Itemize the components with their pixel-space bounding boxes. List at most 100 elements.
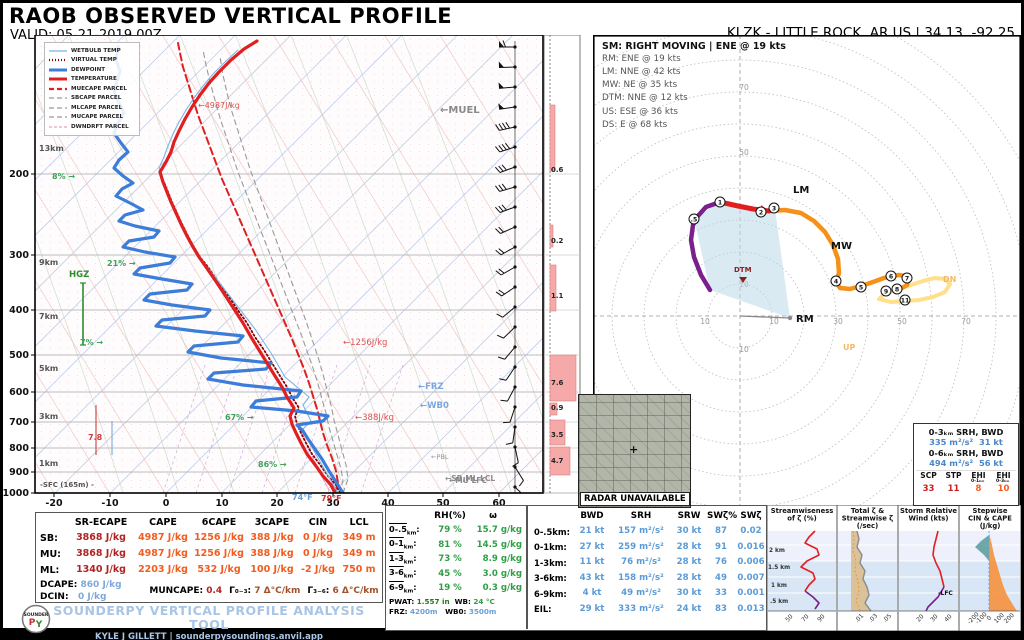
- svg-text:Wind (kts): Wind (kts): [909, 515, 949, 523]
- svg-text:UP: UP: [843, 343, 855, 352]
- svg-text:-LFC: -LFC: [938, 590, 953, 597]
- moisture-row: 0-.5km: 79 % 15.7 g/kg: [389, 523, 522, 537]
- svg-text:0: 0: [986, 614, 994, 622]
- table-divider: [526, 506, 528, 629]
- svg-text:10: 10: [215, 498, 229, 509]
- sounderpy-logo: SOUNDER P Y: [21, 604, 51, 634]
- dcin-row: DCIN: 0 J/kg: [40, 592, 107, 603]
- svg-text:←PBL: ←PBL: [431, 453, 449, 461]
- srh-0-6-values: 494 m²/s² 56 kt: [929, 458, 1003, 468]
- svg-text:30: 30: [326, 498, 340, 509]
- storm-motion-line: MW: NE @ 35 kts: [602, 80, 678, 91]
- skewt-legend: WETBULB TEMP VIRTUAL TEMP DEWPOINT TEMPERAT…: [44, 42, 140, 136]
- srh-0-3-values: 335 m²/s² 31 kt: [929, 437, 1003, 447]
- svg-text:Y: Y: [35, 620, 43, 630]
- svg-text:7.6: 7.6: [551, 379, 564, 387]
- svg-text:DN: DN: [943, 275, 956, 284]
- svg-text:4: 4: [834, 278, 839, 285]
- svg-text:40: 40: [943, 613, 953, 623]
- rh-header: RH(%): [434, 510, 466, 521]
- svg-text:74°F: 74°F: [292, 493, 313, 502]
- svg-text:←FRZ: ←FRZ: [418, 382, 444, 392]
- svg-text:8: 8: [895, 286, 899, 293]
- storm-motion-line: US: ESE @ 36 kts: [602, 106, 678, 117]
- shear-row: 6-9km: 4 kt 49 m²/s² 30 kt 33 0.001: [534, 588, 765, 599]
- svg-text:9: 9: [884, 288, 888, 295]
- svg-text:Streamwise ζ: Streamwise ζ: [842, 515, 893, 523]
- svg-text:79°F: 79°F: [321, 494, 342, 503]
- svg-text:5km: 5km: [39, 364, 58, 373]
- svg-text:8% →: 8% →: [52, 172, 75, 181]
- legend-item: DEWPOINT: [49, 66, 106, 73]
- thermo-rows: SB: 3868 J/kg 4987 J/kg 1256 J/kg 388 J/kg 0 …: [36, 530, 382, 578]
- svg-text:300: 300: [9, 250, 29, 261]
- svg-text:20: 20: [915, 613, 925, 623]
- svg-text:7.8: 7.8: [88, 433, 103, 442]
- svg-text:7km: 7km: [39, 312, 58, 321]
- svg-text:1.1: 1.1: [551, 292, 564, 300]
- thermo-row: MU: 3868 J/kg 4987 J/kg 1256 J/kg 388 J/kg 0 …: [40, 548, 376, 560]
- svg-text:SOUNDER: SOUNDER: [24, 612, 49, 618]
- footer-title: SOUNDERPY VERTICAL PROFILE ANALYSIS TOOL: [53, 603, 365, 632]
- svg-text:-20: -20: [45, 498, 63, 509]
- svg-text:0: 0: [163, 498, 170, 509]
- svg-text:.5: .5: [691, 216, 698, 223]
- shear-row: 0-1km: 27 kt 259 m²/s² 28 kt 91 0.016: [534, 541, 765, 553]
- svg-text:10: 10: [739, 345, 749, 354]
- svg-text:CIN & CAPE: CIN & CAPE: [968, 515, 1012, 523]
- svg-text:30: 30: [833, 317, 843, 326]
- thermodynamics-table: SR-ECAPE CAPE 6CAPE 3CAPE CIN LCL SB: 3868 J/k…: [35, 512, 383, 603]
- thermo-header-row: SR-ECAPE CAPE 6CAPE 3CAPE CIN LCL: [74, 517, 369, 528]
- moisture-table: RH(%) ω 0-.5km: 79 % 15.7 g/kg 0-1km: 81 %…: [386, 508, 526, 618]
- svg-text:DTM: DTM: [734, 266, 752, 274]
- moisture-row: 3-6km: 45 % 3.0 g/kg: [389, 567, 522, 581]
- svg-text:.5 km: .5 km: [770, 599, 788, 605]
- bottom-tables-box: RH(%) ω 0-.5km: 79 % 15.7 g/kg 0-1km: 81 %…: [385, 505, 767, 631]
- svg-text:400: 400: [9, 305, 29, 316]
- svg-text:9km: 9km: [39, 258, 58, 267]
- svg-text:70: 70: [800, 613, 810, 623]
- inset-panel-total: Total ζ &Streamwise ζ(/sec) .01.03.05: [837, 505, 898, 631]
- storm-motion-line: LM: NNE @ 42 kts: [602, 66, 681, 77]
- svg-text:11: 11: [901, 297, 910, 304]
- svg-text:Streamwiseness: Streamwiseness: [771, 507, 834, 515]
- svg-text:3.5: 3.5: [551, 431, 564, 439]
- shear-row: 1-3km: 11 kt 76 m²/s² 28 kt 76 0.006: [534, 557, 765, 568]
- srh-bwd-summary-box: 0-3ₖₘ SRH, BWD 335 m²/s² 31 kt 0-6ₖₘ SRH…: [913, 423, 1019, 506]
- svg-text:30: 30: [929, 613, 939, 623]
- storm-motion-line: DTM: NNE @ 12 kts: [602, 93, 688, 104]
- figure-canvas: RAOB OBSERVED VERTICAL PROFILE VALID: 05…: [3, 3, 1021, 640]
- svg-text:13km: 13km: [39, 144, 64, 153]
- legend-item: WETBULB TEMP: [49, 47, 121, 54]
- svg-text:21% →: 21% →: [107, 259, 136, 268]
- svg-text:←388J/kg: ←388J/kg: [355, 413, 394, 423]
- svg-text:.03: .03: [868, 612, 880, 624]
- svg-text:1km: 1km: [39, 459, 58, 468]
- svg-text:←SB,ML LCL: ←SB,ML LCL: [445, 474, 495, 483]
- legend-item: DWNDRFT PARCEL: [49, 123, 129, 130]
- svg-text:50: 50: [436, 498, 450, 509]
- svg-text:←1256J/kg: ←1256J/kg: [343, 338, 387, 348]
- svg-text:P: P: [29, 618, 36, 628]
- svg-text:←WB0: ←WB0: [420, 401, 449, 411]
- shear-row: EIL: 29 kt 333 m²/s² 24 kt 83 0.013: [534, 603, 765, 615]
- footer-author-link: KYLE J GILLETT | sounderpysoundings.anvi…: [94, 631, 324, 640]
- parameter-scp: SCP 33: [920, 471, 937, 494]
- svg-text:700: 700: [9, 417, 29, 428]
- svg-text:86% →: 86% →: [258, 460, 287, 469]
- parameter-stp: STP 11: [945, 471, 962, 494]
- skewt-diagram: 200300400500600700800900100013km9km7km5k…: [3, 35, 581, 509]
- footer-credit: SOUNDERPY VERTICAL PROFILE ANALYSIS TOOL…: [35, 603, 383, 640]
- svg-text:800: 800: [9, 443, 29, 454]
- svg-text:1.5 km: 1.5 km: [768, 565, 790, 571]
- storm-motion-info: SM: RIGHT MOVING | ENE @ 19 kts RM: ENE @…: [602, 42, 786, 134]
- svg-text:900: 900: [9, 467, 29, 478]
- legend-item: MLCAPE PARCEL: [49, 104, 123, 111]
- svg-text:10: 10: [700, 317, 710, 326]
- radar-unavailable-label: RADAR UNAVAILABLE: [580, 492, 690, 506]
- svg-text:←MUEL: ←MUEL: [440, 105, 480, 116]
- svg-text:HGZ: HGZ: [69, 270, 89, 280]
- legend-item: VIRTUAL TEMP: [49, 57, 117, 64]
- svg-text:Storm Relative: Storm Relative: [900, 507, 957, 515]
